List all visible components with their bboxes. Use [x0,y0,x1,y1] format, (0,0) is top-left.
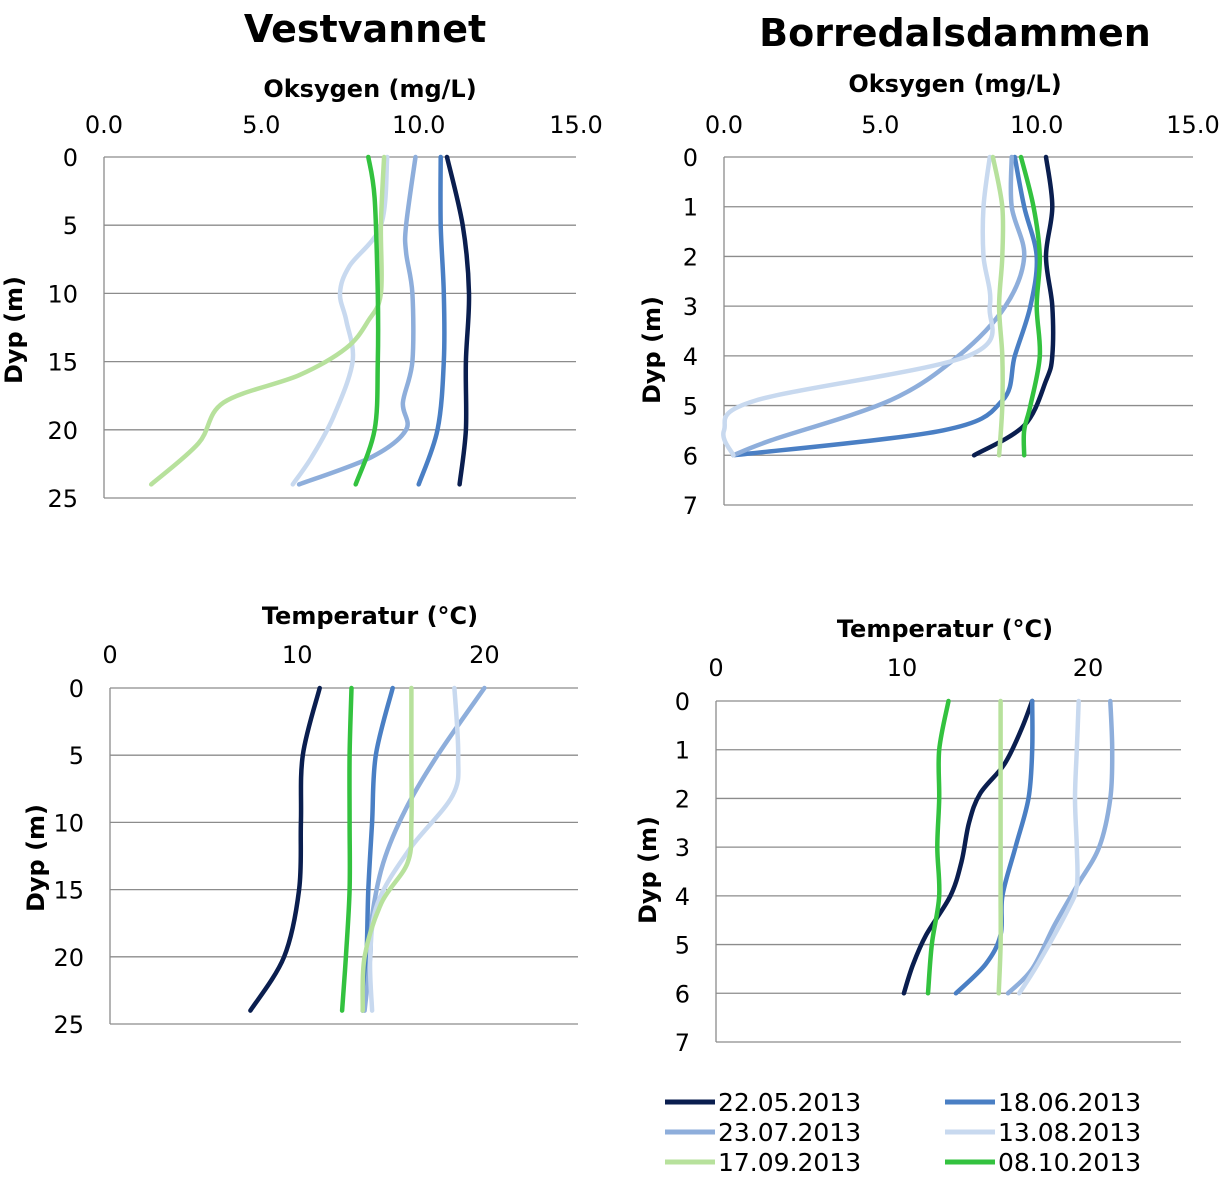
series-line-18.06.2013 [416,154,447,487]
y-tick-label: 3 [683,293,698,321]
x-tick-label: 10 [887,654,918,682]
legend: 22.05.2013 18.06.2013 23.07.2013 13.08.2013… [665,1088,1141,1177]
y-tick-label: 10 [47,280,78,308]
series-line-18.06.2013 [953,698,1035,996]
y-tick-label: 3 [675,834,690,862]
y-tick-label: 7 [675,1029,690,1057]
x-axis-title: Oksygen (mg/L) [848,70,1061,98]
series-line-17.09.2013 [996,698,1003,996]
legend-item: 13.08.2013 [945,1118,1141,1147]
chart-vest-temp: 0 5 10 15 20 25 0 10 20 Temperatur (°C) Dyp (m) [22,602,578,1039]
y-tick-label: 25 [53,1011,84,1039]
legend-label: 18.06.2013 [998,1088,1141,1117]
legend-label: 08.10.2013 [998,1148,1141,1177]
x-tick-label: 15.0 [549,111,602,139]
series-line-23.07.2013 [731,154,1027,458]
y-tick-label: 25 [47,485,78,513]
y-tick-label: 10 [53,809,84,837]
x-tick-label: 0.0 [85,111,123,139]
y-tick-label: 0 [63,144,78,172]
legend-label: 23.07.2013 [718,1118,861,1147]
series-line-13.08.2013 [1016,698,1081,996]
y-tick-label: 0 [683,144,698,172]
series-line-23.07.2013 [296,154,418,487]
x-axis-title: Temperatur (°C) [262,602,478,630]
y-tick-label: 0 [69,675,84,703]
legend-label: 17.09.2013 [718,1148,861,1177]
series-line-08.10.2013 [339,685,354,1013]
series-line-08.10.2013 [353,154,381,487]
series-line-08.10.2013 [1018,154,1043,458]
legend-label: 22.05.2013 [718,1088,861,1117]
x-tick-label: 10.0 [1010,111,1063,139]
y-tick-label: 5 [63,212,78,240]
legend-item: 18.06.2013 [945,1088,1141,1117]
y-tick-label: 5 [69,742,84,770]
x-axis-title: Oksygen (mg/L) [263,75,476,103]
x-tick-label: 0.0 [705,111,743,139]
y-tick-label: 7 [683,492,698,520]
series-line-13.08.2013 [721,154,995,458]
y-tick-label: 4 [675,883,690,911]
series-line-23.07.2013 [362,685,487,1013]
y-tick-label: 15 [53,877,84,905]
legend-item: 08.10.2013 [945,1148,1141,1177]
y-tick-label: 5 [683,393,698,421]
series-line-22.05.2013 [444,154,472,487]
x-tick-label: 20 [469,641,500,669]
y-tick-label: 4 [683,343,698,371]
y-tick-label: 2 [675,785,690,813]
legend-item: 17.09.2013 [665,1148,861,1177]
chart-borr-oxy: 0 1 2 3 4 5 6 7 0.0 5.0 10.0 15.0 Oksygen (mg/L) Dyp … [638,70,1220,520]
y-axis-title: Dyp (m) [0,276,28,384]
series-line-17.09.2013 [148,154,387,487]
series-line-17.09.2013 [990,154,1006,458]
legend-item: 23.07.2013 [665,1118,861,1147]
y-tick-label: 0 [675,688,690,716]
x-tick-label: 15.0 [1166,111,1219,139]
chart-borr-temp: 0 1 2 3 4 5 6 7 0 10 20 Temperatur (°C) Dyp (m) [634,615,1181,1057]
y-axis-title: Dyp (m) [634,816,662,924]
y-tick-label: 1 [675,737,690,765]
y-tick-label: 6 [683,442,698,470]
y-axis-title: Dyp (m) [22,804,50,912]
x-tick-label: 10.0 [392,111,445,139]
lake-title-vestvannet: Vestvannet [244,7,486,51]
y-tick-label: 2 [683,243,698,271]
x-tick-label: 0 [102,641,117,669]
series-line-17.09.2013 [360,685,414,1013]
y-tick-label: 20 [47,417,78,445]
legend-label: 13.08.2013 [998,1118,1141,1147]
x-tick-label: 0 [708,654,723,682]
y-tick-label: 6 [675,980,690,1008]
legend-item: 22.05.2013 [665,1088,861,1117]
y-axis-title: Dyp (m) [638,296,666,404]
series-line-23.07.2013 [1005,698,1115,996]
series-line-18.06.2013 [731,154,1040,458]
y-tick-label: 1 [683,194,698,222]
x-axis-title: Temperatur (°C) [837,615,1053,643]
y-tick-label: 15 [47,349,78,377]
y-tick-label: 20 [53,944,84,972]
x-tick-label: 5.0 [861,111,899,139]
series-line-13.08.2013 [367,685,461,1013]
x-tick-label: 20 [1073,654,1104,682]
series-line-22.05.2013 [901,698,1035,996]
x-tick-label: 10 [282,641,313,669]
chart-vest-oxy: 0 5 10 15 20 25 0.0 5.0 10.0 15.0 Oksygen (mg/L) Dy… [0,75,603,513]
lake-title-borredalsdammen: Borredalsdammen [759,11,1151,55]
series-line-08.10.2013 [925,698,951,996]
series-line-22.05.2013 [248,685,322,1013]
x-tick-label: 5.0 [242,111,280,139]
y-tick-label: 5 [675,932,690,960]
